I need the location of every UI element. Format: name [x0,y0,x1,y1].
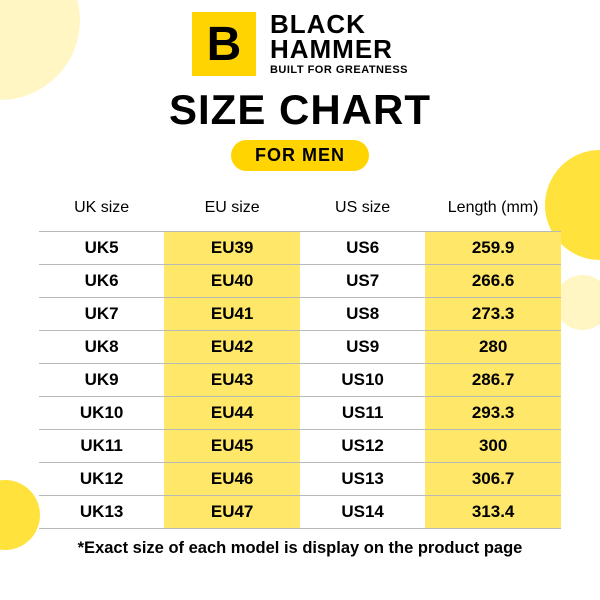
table-row: UK11 EU45 US12 300 [39,430,561,463]
col-header-len: Length (mm) [425,189,561,232]
cell-eu: EU45 [164,430,300,463]
cell-us: US7 [300,265,425,298]
cell-len: 293.3 [425,397,561,430]
logo-b-icon: B [192,12,256,76]
cell-len: 313.4 [425,496,561,529]
cell-uk: UK10 [39,397,164,430]
table-row: UK5 EU39 US6 259.9 [39,232,561,265]
cell-us: US10 [300,364,425,397]
cell-uk: UK5 [39,232,164,265]
table-row: UK12 EU46 US13 306.7 [39,463,561,496]
footnote: *Exact size of each model is display on … [39,539,561,558]
col-header-us: US size [300,189,425,232]
cell-len: 280 [425,331,561,364]
col-header-uk: UK size [39,189,164,232]
brand-logo: B BLACK HAMMER BUILT FOR GREATNESS [192,12,408,76]
cell-us: US14 [300,496,425,529]
cell-us: US6 [300,232,425,265]
cell-us: US9 [300,331,425,364]
table-row: UK8 EU42 US9 280 [39,331,561,364]
cell-len: 306.7 [425,463,561,496]
subtitle-badge: FOR MEN [231,140,369,171]
brand-tagline: BUILT FOR GREATNESS [270,65,408,75]
cell-us: US12 [300,430,425,463]
table-row: UK10 EU44 US11 293.3 [39,397,561,430]
page-title: SIZE CHART [169,86,431,134]
cell-len: 266.6 [425,265,561,298]
cell-eu: EU42 [164,331,300,364]
table-row: UK7 EU41 US8 273.3 [39,298,561,331]
cell-us: US8 [300,298,425,331]
table-header-row: UK size EU size US size Length (mm) [39,189,561,232]
cell-uk: UK9 [39,364,164,397]
cell-len: 273.3 [425,298,561,331]
cell-eu: EU43 [164,364,300,397]
table-row: UK9 EU43 US10 286.7 [39,364,561,397]
col-header-eu: EU size [164,189,300,232]
brand-line-2: HAMMER [270,37,408,62]
cell-uk: UK11 [39,430,164,463]
cell-us: US11 [300,397,425,430]
cell-len: 259.9 [425,232,561,265]
cell-eu: EU46 [164,463,300,496]
table-row: UK13 EU47 US14 313.4 [39,496,561,529]
cell-len: 300 [425,430,561,463]
table-row: UK6 EU40 US7 266.6 [39,265,561,298]
cell-eu: EU44 [164,397,300,430]
cell-uk: UK13 [39,496,164,529]
brand-text: BLACK HAMMER BUILT FOR GREATNESS [270,12,408,76]
page: B BLACK HAMMER BUILT FOR GREATNESS SIZE … [0,0,600,600]
cell-uk: UK7 [39,298,164,331]
cell-uk: UK12 [39,463,164,496]
cell-us: US13 [300,463,425,496]
cell-uk: UK8 [39,331,164,364]
cell-len: 286.7 [425,364,561,397]
size-table: UK size EU size US size Length (mm) UK5 … [39,189,561,529]
cell-eu: EU47 [164,496,300,529]
cell-eu: EU41 [164,298,300,331]
cell-uk: UK6 [39,265,164,298]
cell-eu: EU40 [164,265,300,298]
cell-eu: EU39 [164,232,300,265]
table-body: UK5 EU39 US6 259.9 UK6 EU40 US7 266.6 UK… [39,232,561,529]
